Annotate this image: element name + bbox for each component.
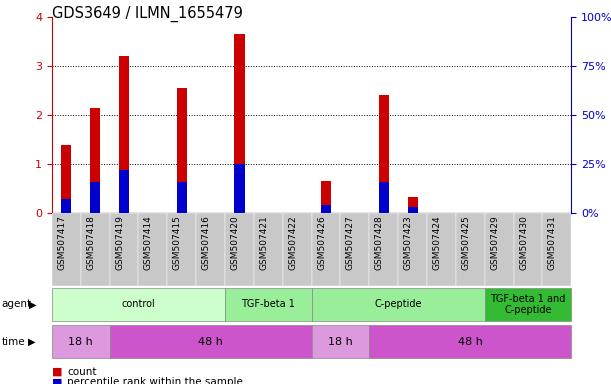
Text: GSM507418: GSM507418	[86, 215, 95, 270]
Bar	[139, 213, 167, 286]
Bar	[514, 213, 543, 286]
Bar	[90, 108, 100, 213]
Text: 18 h: 18 h	[328, 336, 353, 347]
Text: agent: agent	[2, 299, 32, 310]
Text: GDS3649 / ILMN_1655479: GDS3649 / ILMN_1655479	[52, 6, 243, 22]
Bar	[52, 213, 81, 286]
Text: time: time	[2, 336, 26, 347]
Bar	[379, 182, 389, 213]
Text: GSM507429: GSM507429	[490, 215, 499, 270]
Text: GSM507424: GSM507424	[433, 215, 442, 270]
Bar	[119, 170, 129, 213]
Text: control: control	[122, 299, 155, 310]
Text: TGF-beta 1 and
C-peptide: TGF-beta 1 and C-peptide	[490, 293, 566, 315]
Bar	[52, 325, 109, 358]
Bar	[398, 213, 427, 286]
Text: GSM507428: GSM507428	[375, 215, 384, 270]
Text: GSM507416: GSM507416	[202, 215, 211, 270]
Bar	[254, 213, 283, 286]
Text: GSM507422: GSM507422	[288, 215, 297, 270]
Bar	[119, 56, 129, 213]
Text: GSM507419: GSM507419	[115, 215, 124, 270]
Text: GSM507423: GSM507423	[404, 215, 412, 270]
Bar	[427, 213, 456, 286]
Bar	[196, 213, 225, 286]
Bar	[321, 181, 331, 213]
Text: GSM507430: GSM507430	[519, 215, 528, 270]
Bar	[543, 213, 571, 286]
Bar	[283, 213, 312, 286]
Text: GSM507425: GSM507425	[461, 215, 470, 270]
Bar	[485, 213, 514, 286]
Bar	[177, 182, 187, 213]
Text: GSM507414: GSM507414	[144, 215, 153, 270]
Bar	[321, 205, 331, 213]
Text: percentile rank within the sample: percentile rank within the sample	[67, 377, 243, 384]
Bar	[61, 199, 71, 213]
Bar	[408, 207, 418, 213]
Bar	[369, 325, 571, 358]
Text: ▶: ▶	[28, 336, 35, 347]
Bar	[235, 35, 244, 213]
Bar	[312, 288, 485, 321]
Text: ■: ■	[52, 377, 62, 384]
Bar	[109, 325, 312, 358]
Bar	[167, 213, 196, 286]
Text: GSM507415: GSM507415	[173, 215, 182, 270]
Bar	[61, 145, 71, 213]
Text: C-peptide: C-peptide	[375, 299, 422, 310]
Bar	[485, 288, 571, 321]
Bar	[312, 325, 369, 358]
Bar	[235, 164, 244, 213]
Bar	[369, 213, 398, 286]
Bar	[90, 182, 100, 213]
Text: GSM507417: GSM507417	[57, 215, 67, 270]
Bar	[225, 213, 254, 286]
Text: count: count	[67, 367, 97, 377]
Bar	[52, 288, 225, 321]
Text: TGF-beta 1: TGF-beta 1	[241, 299, 295, 310]
Bar	[379, 94, 389, 213]
Bar	[225, 288, 312, 321]
Text: ■: ■	[52, 367, 62, 377]
Text: GSM507426: GSM507426	[317, 215, 326, 270]
Text: GSM507427: GSM507427	[346, 215, 355, 270]
Text: GSM507420: GSM507420	[230, 215, 240, 270]
Bar	[340, 213, 369, 286]
Bar	[408, 197, 418, 213]
Bar	[456, 213, 485, 286]
Bar	[177, 88, 187, 213]
Text: GSM507431: GSM507431	[548, 215, 557, 270]
Text: ▶: ▶	[29, 299, 37, 310]
Text: 48 h: 48 h	[198, 336, 223, 347]
Bar	[109, 213, 139, 286]
Text: 48 h: 48 h	[458, 336, 483, 347]
Bar	[81, 213, 109, 286]
Text: 18 h: 18 h	[68, 336, 93, 347]
Bar	[312, 213, 340, 286]
Text: GSM507421: GSM507421	[259, 215, 268, 270]
